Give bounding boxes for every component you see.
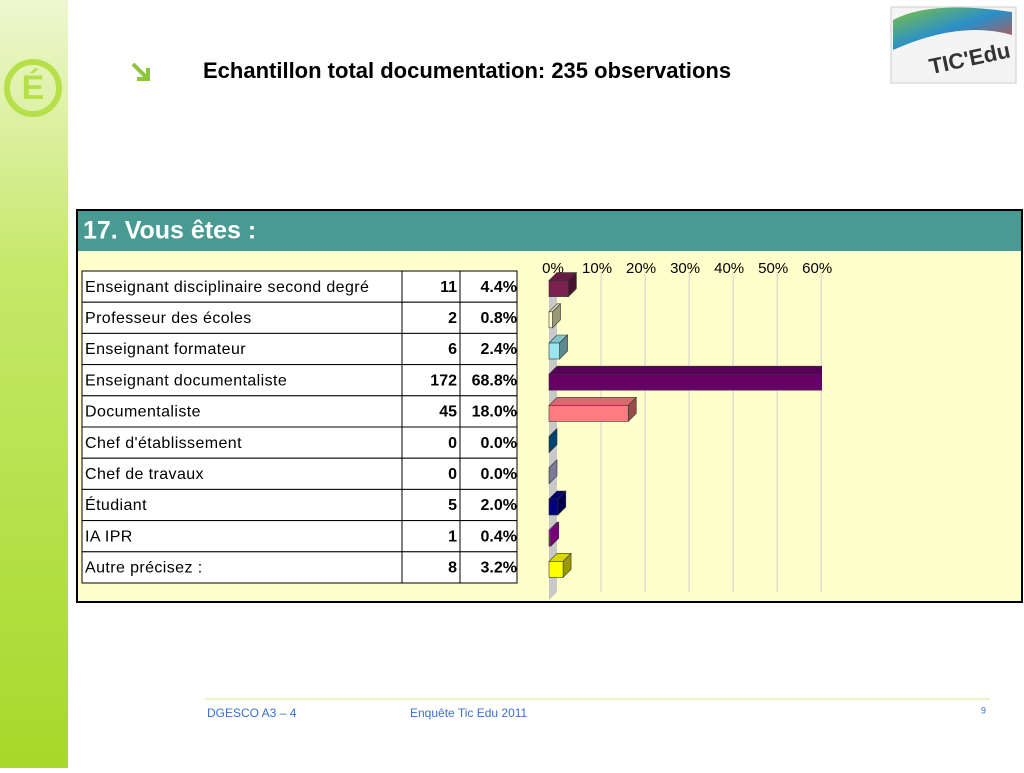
question-title: 17. Vous êtes : xyxy=(83,217,256,245)
sidebar xyxy=(0,0,68,768)
row-count: 8 xyxy=(448,560,457,577)
slide-title: Echantillon total documentation: 235 obs… xyxy=(203,58,731,83)
row-count: 1 xyxy=(448,528,457,545)
x-tick-label: 50% xyxy=(758,260,788,277)
row-label: Enseignant disciplinaire second degré xyxy=(85,279,369,296)
logo-wave xyxy=(893,7,1012,50)
bullet-arrow xyxy=(131,62,150,81)
bar xyxy=(548,498,559,516)
row-percent: 2.4% xyxy=(481,341,517,358)
row-percent: 2.0% xyxy=(481,497,517,514)
row-count: 5 xyxy=(448,497,457,514)
question-band xyxy=(78,211,1021,251)
table-row xyxy=(81,457,518,490)
bars xyxy=(548,271,822,579)
table-row xyxy=(81,395,518,428)
bar xyxy=(548,311,553,329)
x-tick-label: 30% xyxy=(670,260,700,277)
row-count: 0 xyxy=(448,466,457,483)
bar xyxy=(548,342,560,360)
bar xyxy=(548,561,564,578)
row-label: Chef d'établissement xyxy=(85,435,242,452)
x-tick-label: 60% xyxy=(802,260,832,277)
row-percent: 0.4% xyxy=(481,528,517,545)
table-row xyxy=(81,364,518,397)
bar-top xyxy=(548,397,637,406)
bar xyxy=(548,373,822,391)
bar-top xyxy=(548,365,822,375)
x-tick-label: 10% xyxy=(582,260,612,277)
x-tick-label: 40% xyxy=(714,260,744,277)
row-percent: 0.0% xyxy=(481,435,517,452)
row-count: 172 xyxy=(430,372,457,389)
bar-side xyxy=(548,427,558,454)
bar xyxy=(548,405,629,422)
page-number: 9 xyxy=(981,705,986,715)
footer-center: Enquête Tic Edu 2011 xyxy=(410,706,528,720)
bar xyxy=(548,280,569,297)
bar-side xyxy=(548,459,558,485)
row-percent: 68.8% xyxy=(472,372,517,389)
footer-left: DGESCO A3 – 4 xyxy=(207,706,297,720)
row-count: 6 xyxy=(448,341,457,358)
x-tick-label: 20% xyxy=(626,260,656,277)
row-count: 11 xyxy=(440,279,457,296)
row-label: Documentaliste xyxy=(85,404,201,421)
table-row xyxy=(81,270,518,303)
table-row xyxy=(81,426,518,459)
table-row xyxy=(81,332,518,366)
row-label: Autre précisez : xyxy=(85,560,203,577)
bar xyxy=(548,529,552,547)
row-label: Chef de travaux xyxy=(85,466,204,483)
row-count: 45 xyxy=(439,404,457,421)
row-percent: 18.0% xyxy=(472,404,517,421)
row-label: IA IPR xyxy=(85,528,133,545)
row-label: Étudiant xyxy=(85,495,147,514)
table-row xyxy=(81,551,518,584)
row-count: 0 xyxy=(448,435,457,452)
row-percent: 0.0% xyxy=(481,466,517,483)
row-label: Professeur des écoles xyxy=(85,310,252,327)
sidebar-logo: É xyxy=(22,69,45,107)
row-percent: 0.8% xyxy=(481,310,517,327)
row-label: Enseignant formateur xyxy=(85,341,246,358)
sidebar-logo-ring xyxy=(4,59,62,117)
row-percent: 3.2% xyxy=(481,560,517,577)
row-percent: 4.4% xyxy=(481,279,517,296)
row-label: Enseignant documentaliste xyxy=(85,372,287,389)
row-count: 2 xyxy=(448,310,457,327)
